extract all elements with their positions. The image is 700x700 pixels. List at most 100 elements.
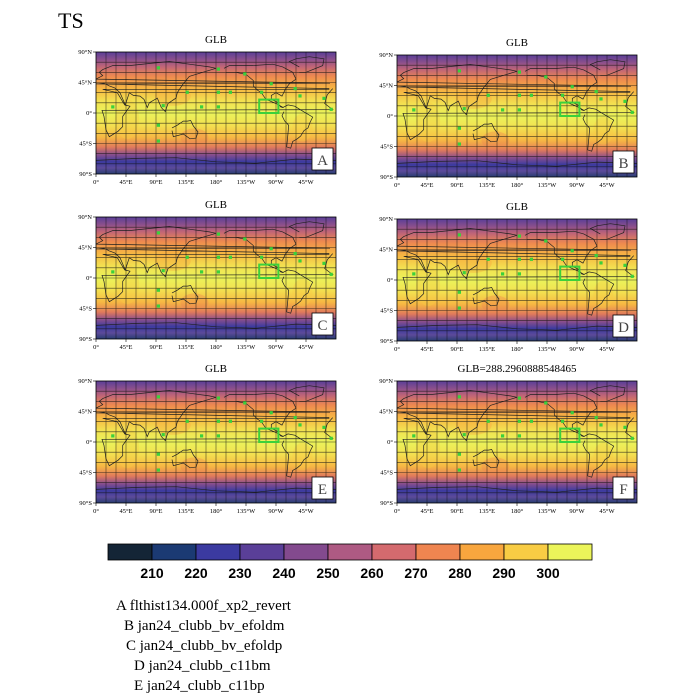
- lat-tick-label: 90°N: [379, 216, 393, 223]
- colorbar-label: 300: [536, 565, 560, 581]
- lon-tick-label: 135°E: [178, 179, 194, 186]
- svg-text:C: C: [317, 318, 327, 334]
- lon-tick-label: 45°E: [119, 508, 132, 515]
- lon-tick-label: 0°: [394, 346, 400, 353]
- lat-tick-label: 45°S: [79, 470, 92, 477]
- lon-tick-label: 135°E: [479, 182, 495, 189]
- lon-tick-label: 90°W: [268, 508, 284, 515]
- panel-letter-a: A: [311, 147, 334, 171]
- lat-tick-label: 90°S: [380, 174, 393, 181]
- legend-item-c: C jan24_clubb_bv_efoldp: [126, 638, 283, 654]
- lon-tick-label: 90°E: [450, 508, 463, 515]
- lat-tick-label: 90°S: [79, 171, 92, 178]
- lon-tick-label: 45°W: [298, 508, 314, 515]
- lat-tick-label: 45°S: [380, 308, 393, 315]
- svg-text:A: A: [317, 153, 328, 169]
- lon-tick-label: 135°E: [479, 346, 495, 353]
- lat-tick-label: 45°N: [379, 409, 393, 416]
- lon-tick-label: 45°W: [599, 346, 615, 353]
- lon-tick-label: 45°E: [119, 179, 132, 186]
- lat-tick-label: 90°N: [78, 49, 92, 56]
- lon-tick-label: 90°W: [268, 179, 284, 186]
- colorbar-swatch: [415, 543, 461, 561]
- svg-text:F: F: [619, 482, 627, 498]
- lat-tick-label: 45°N: [379, 83, 393, 90]
- colorbar-swatch: [151, 543, 197, 561]
- lon-tick-label: 180°: [210, 179, 223, 186]
- lat-tick-label: 45°S: [79, 306, 92, 313]
- lon-tick-label: 90°E: [450, 182, 463, 189]
- lat-tick-label: 0°: [86, 110, 92, 117]
- lon-tick-label: 135°W: [237, 344, 256, 351]
- panel-letter-b: B: [612, 150, 635, 174]
- lon-tick-label: 0°: [93, 508, 99, 515]
- lat-tick-label: 45°S: [380, 470, 393, 477]
- lon-tick-label: 135°E: [178, 508, 194, 515]
- panel-title-f: GLB=288.2960888548465: [457, 363, 577, 375]
- lat-tick-label: 90°S: [79, 336, 92, 343]
- legend-item-d: D jan24_clubb_c11bm: [134, 658, 271, 674]
- lat-tick-label: 0°: [387, 113, 393, 120]
- lat-tick-label: 0°: [387, 277, 393, 284]
- lat-tick-label: 90°N: [379, 378, 393, 385]
- lon-tick-label: 90°W: [569, 508, 585, 515]
- legend-item-e: E jan24_clubb_c11bp: [134, 678, 265, 694]
- panel-title-e: GLB: [205, 363, 227, 375]
- lon-tick-label: 90°W: [569, 346, 585, 353]
- lat-tick-label: 0°: [387, 439, 393, 446]
- colorbar-label: 220: [184, 565, 208, 581]
- lon-tick-label: 45°W: [298, 179, 314, 186]
- map-panel-f: 90°N45°N0°45°S90°S0° 45°E 90°E 135°E 180° 135…: [379, 378, 638, 515]
- map-panel-b: 90°N45°N0°45°S90°S0° 45°E 90°E 135°E 180° 135…: [379, 52, 638, 189]
- lat-tick-label: 45°N: [379, 247, 393, 254]
- lat-tick-label: 45°S: [79, 141, 92, 148]
- lat-tick-label: 45°N: [78, 245, 92, 252]
- lon-tick-label: 90°E: [149, 179, 162, 186]
- colorbar-label: 290: [492, 565, 516, 581]
- lon-tick-label: 135°W: [237, 508, 256, 515]
- colorbar-label: 240: [272, 565, 296, 581]
- lon-tick-label: 0°: [93, 179, 99, 186]
- lon-tick-label: 45°W: [599, 182, 615, 189]
- lat-tick-label: 90°N: [78, 214, 92, 221]
- lon-tick-label: 45°E: [420, 346, 433, 353]
- lat-tick-label: 45°N: [78, 80, 92, 87]
- lon-tick-label: 180°: [210, 344, 223, 351]
- colorbar-label: 230: [228, 565, 252, 581]
- colorbar-swatch: [371, 543, 417, 561]
- lon-tick-label: 45°E: [420, 508, 433, 515]
- lon-tick-label: 135°W: [538, 508, 557, 515]
- panel-title-a: GLB: [205, 34, 227, 46]
- lon-tick-label: 0°: [93, 344, 99, 351]
- colorbar: 210 220 230 240 250 260 270 280 290 300: [107, 543, 593, 581]
- svg-text:E: E: [318, 482, 327, 498]
- colorbar-swatch: [503, 543, 549, 561]
- colorbar-label: 250: [316, 565, 340, 581]
- lon-tick-label: 45°E: [420, 182, 433, 189]
- lon-tick-label: 0°: [394, 182, 400, 189]
- legend-item-b: B jan24_clubb_bv_efoldm: [124, 618, 285, 634]
- panel-letter-d: D: [612, 314, 635, 338]
- colorbar-swatch: [107, 543, 153, 561]
- case-legend: A flthist134.000f_xp2_revert B jan24_clu…: [116, 596, 291, 696]
- lat-tick-label: 90°N: [78, 378, 92, 385]
- colorbar-swatch: [547, 543, 593, 561]
- colorbar-swatch: [327, 543, 373, 561]
- lon-tick-label: 90°E: [450, 346, 463, 353]
- colorbar-label: 280: [448, 565, 472, 581]
- lon-tick-label: 180°: [511, 346, 524, 353]
- lon-tick-label: 180°: [511, 182, 524, 189]
- colorbar-swatch: [195, 543, 241, 561]
- colorbar-label: 270: [404, 565, 428, 581]
- map-panel-c: 90°N45°N0°45°S90°S0° 45°E 90°E 135°E 180° 135…: [78, 214, 337, 351]
- lat-tick-label: 0°: [86, 439, 92, 446]
- panel-letter-e: E: [311, 476, 334, 500]
- lon-tick-label: 180°: [511, 508, 524, 515]
- lon-tick-label: 90°W: [268, 344, 284, 351]
- svg-text:D: D: [618, 320, 629, 336]
- lat-tick-label: 0°: [86, 275, 92, 282]
- colorbar-label: 210: [140, 565, 164, 581]
- lon-tick-label: 90°E: [149, 508, 162, 515]
- map-panel-e: 90°N45°N0°45°S90°S0° 45°E 90°E 135°E 180° 135…: [78, 378, 337, 515]
- lon-tick-label: 135°E: [479, 508, 495, 515]
